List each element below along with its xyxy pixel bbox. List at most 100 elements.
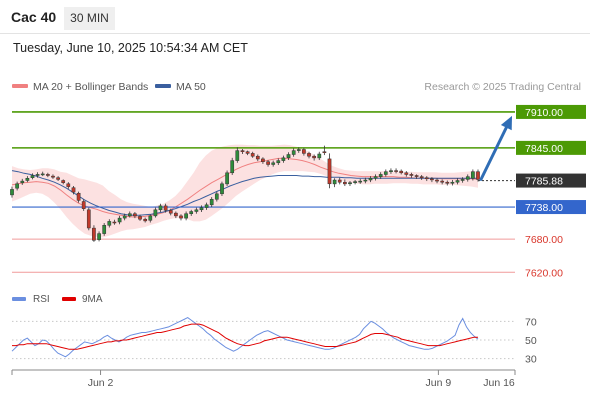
candle-body (209, 199, 214, 206)
candle-body (30, 175, 35, 178)
ma20-legend-swatch (12, 84, 28, 88)
rsi-legend-swatch (12, 297, 26, 301)
candle-body (419, 176, 424, 178)
candlesticks (10, 145, 480, 242)
current-price-label: 7785.88 (525, 176, 563, 188)
candle-body (317, 153, 322, 159)
rsi-ma-legend-swatch (62, 297, 76, 301)
candle-body (358, 180, 363, 183)
candle-body (322, 151, 327, 153)
rsi-ma-line (12, 323, 478, 350)
ma50-line (11, 170, 478, 216)
candle-body (383, 171, 388, 175)
candle-body (476, 171, 480, 180)
candle-body (373, 176, 378, 179)
candle-body (148, 215, 153, 221)
candle-body (378, 174, 383, 177)
candle-body (86, 209, 91, 229)
candle-body (353, 181, 357, 183)
rsi-tick-label: 50 (525, 335, 537, 347)
candle-body (240, 150, 245, 152)
candle-body (394, 170, 398, 172)
candle-body (138, 216, 142, 220)
candle-body (158, 205, 163, 211)
candle-body (168, 210, 173, 214)
ma50-legend-swatch (155, 84, 171, 88)
trend-arrow-head (500, 115, 512, 131)
price-levels (12, 111, 515, 273)
x-tick-label: Jun 9 (426, 377, 452, 389)
rsi-ma-legend-label: 9MA (82, 294, 103, 305)
candle-body (332, 179, 337, 185)
candle-body (97, 233, 101, 240)
resistance-tag (516, 140, 586, 155)
candle-body (143, 218, 148, 222)
candle-body (199, 207, 204, 211)
candle-body (404, 172, 409, 175)
candle-body (15, 183, 19, 189)
candle-body (261, 158, 265, 162)
candle-body (409, 174, 414, 176)
bollinger-band-area (12, 144, 478, 238)
candle-body (163, 205, 168, 211)
candle-body (276, 160, 281, 164)
x-tick-label: Jun 16 (483, 377, 515, 389)
candle-body (302, 149, 306, 154)
candle-body (92, 227, 96, 241)
candle-body (122, 215, 127, 219)
candle-body (307, 153, 311, 157)
candle-body (214, 193, 219, 200)
support-label: 7738.00 (525, 202, 563, 214)
header-divider (0, 33, 590, 34)
candle-body (127, 213, 132, 217)
candle-body (337, 179, 342, 183)
rsi-legend: RSI 9MA (12, 294, 103, 305)
time-axis: Jun 2 Jun 9 Jun 16 (11, 369, 516, 389)
candle-body (312, 155, 316, 159)
candle-body (348, 182, 352, 185)
candle-body (25, 178, 30, 181)
rsi-tick-label: 70 (525, 316, 537, 328)
ma50-legend-label: MA 50 (176, 81, 206, 93)
candle-body (440, 180, 445, 183)
candle-body (184, 213, 188, 219)
candle-body (266, 161, 270, 165)
candle-body (286, 154, 291, 159)
candle-body (51, 175, 55, 178)
candle-body (343, 181, 347, 185)
candle-body (255, 155, 260, 160)
candle-body (20, 180, 25, 184)
candle-body (399, 170, 404, 174)
rsi-tick-label: 30 (525, 354, 537, 366)
timeframe-badge[interactable]: 30 MIN (64, 7, 115, 30)
candle-body (194, 209, 199, 212)
trend-arrow (479, 115, 512, 181)
candle-body (445, 181, 450, 184)
candle-body (204, 204, 209, 208)
lower-level-label: 7680.00 (525, 234, 563, 246)
resistance-tag (516, 104, 586, 119)
candle-body (174, 212, 178, 217)
rsi-lines (11, 317, 479, 358)
level-labels: 7910.00 7845.00 7785.88 7738.00 7680.00 7620.… (516, 104, 586, 279)
candle-body (35, 174, 40, 176)
rsi-grid: 70 50 30 (12, 316, 537, 366)
candle-body (368, 178, 373, 181)
candle-body (271, 162, 276, 165)
resistance-label: 7910.00 (525, 107, 563, 119)
datetime-label: Tuesday, June 10, 2025 10:54:34 AM CET (13, 41, 248, 55)
current-price-tag (516, 173, 586, 188)
rsi-legend-label: RSI (33, 294, 50, 305)
x-tick-label: Jun 2 (88, 377, 114, 389)
support-tag (516, 200, 586, 215)
candle-body (414, 175, 419, 177)
ma20-legend-label: MA 20 + Bollinger Bands (33, 81, 148, 93)
candle-body (107, 221, 112, 226)
candle-body (153, 209, 158, 217)
candle-body (102, 225, 107, 234)
candle-body (450, 181, 455, 184)
candle-body (46, 174, 50, 176)
research-credit: Research © 2025 Trading Central (424, 81, 581, 93)
candle-body (281, 157, 286, 161)
